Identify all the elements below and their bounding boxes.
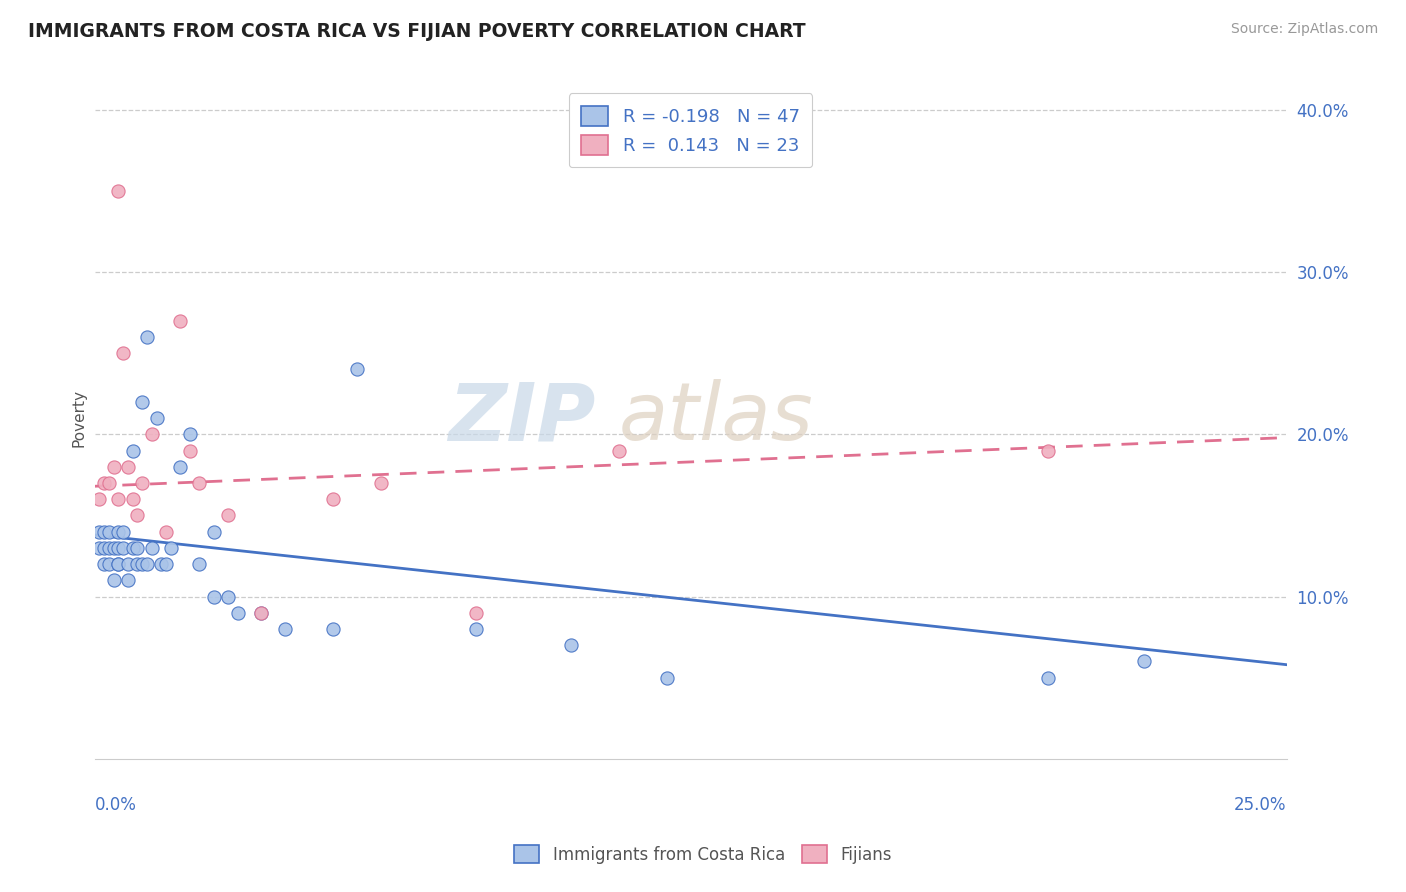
Y-axis label: Poverty: Poverty: [72, 389, 86, 447]
Point: [93, 541, 115, 555]
Point: [117, 557, 139, 571]
Point: [112, 524, 135, 539]
Point: [127, 541, 149, 555]
Point: [107, 557, 129, 571]
Point: [89, 492, 111, 507]
Point: [117, 459, 139, 474]
Point: [127, 557, 149, 571]
Point: [274, 622, 297, 636]
Text: IMMIGRANTS FROM COSTA RICA VS FIJIAN POVERTY CORRELATION CHART: IMMIGRANTS FROM COSTA RICA VS FIJIAN POV…: [28, 22, 806, 41]
Point: [1038, 671, 1060, 685]
Text: Source: ZipAtlas.com: Source: ZipAtlas.com: [1230, 22, 1378, 37]
Point: [250, 606, 273, 620]
Point: [322, 622, 344, 636]
Point: [179, 443, 201, 458]
Point: [131, 557, 153, 571]
Point: [1132, 655, 1154, 669]
Point: [112, 346, 135, 360]
Point: [103, 459, 125, 474]
Point: [93, 524, 115, 539]
Point: [107, 184, 129, 198]
Point: [465, 606, 488, 620]
Point: [127, 508, 149, 523]
Point: [131, 475, 153, 490]
Point: [107, 557, 129, 571]
Point: [103, 574, 125, 588]
Point: [136, 330, 159, 344]
Point: [155, 524, 177, 539]
Text: 25.0%: 25.0%: [1234, 797, 1286, 814]
Point: [121, 492, 143, 507]
Point: [103, 541, 125, 555]
Point: [150, 557, 173, 571]
Point: [93, 475, 115, 490]
Point: [560, 638, 582, 652]
Point: [607, 443, 630, 458]
Text: 0.0%: 0.0%: [94, 797, 136, 814]
Point: [169, 459, 191, 474]
Point: [188, 557, 211, 571]
Text: atlas: atlas: [619, 379, 814, 457]
Point: [145, 411, 167, 425]
Point: [117, 574, 139, 588]
Point: [202, 590, 225, 604]
Point: [322, 492, 344, 507]
Point: [217, 590, 239, 604]
Point: [217, 508, 239, 523]
Point: [97, 541, 120, 555]
Legend: Immigrants from Costa Rica, Fijians: Immigrants from Costa Rica, Fijians: [508, 838, 898, 871]
Point: [141, 427, 163, 442]
Point: [188, 475, 211, 490]
Point: [121, 541, 143, 555]
Point: [89, 541, 111, 555]
Point: [107, 524, 129, 539]
Point: [179, 427, 201, 442]
Point: [226, 606, 249, 620]
Point: [121, 443, 143, 458]
Point: [107, 492, 129, 507]
Point: [1038, 443, 1060, 458]
Point: [160, 541, 183, 555]
Point: [97, 475, 120, 490]
Point: [97, 524, 120, 539]
Text: ZIP: ZIP: [449, 379, 595, 457]
Point: [202, 524, 225, 539]
Point: [136, 557, 159, 571]
Point: [465, 622, 488, 636]
Point: [141, 541, 163, 555]
Point: [169, 314, 191, 328]
Point: [370, 475, 392, 490]
Point: [107, 541, 129, 555]
Point: [655, 671, 678, 685]
Legend: R = -0.198   N = 47, R =  0.143   N = 23: R = -0.198 N = 47, R = 0.143 N = 23: [568, 94, 813, 168]
Point: [131, 395, 153, 409]
Point: [155, 557, 177, 571]
Point: [112, 541, 135, 555]
Point: [93, 557, 115, 571]
Point: [346, 362, 368, 376]
Point: [250, 606, 273, 620]
Point: [89, 524, 111, 539]
Point: [97, 557, 120, 571]
